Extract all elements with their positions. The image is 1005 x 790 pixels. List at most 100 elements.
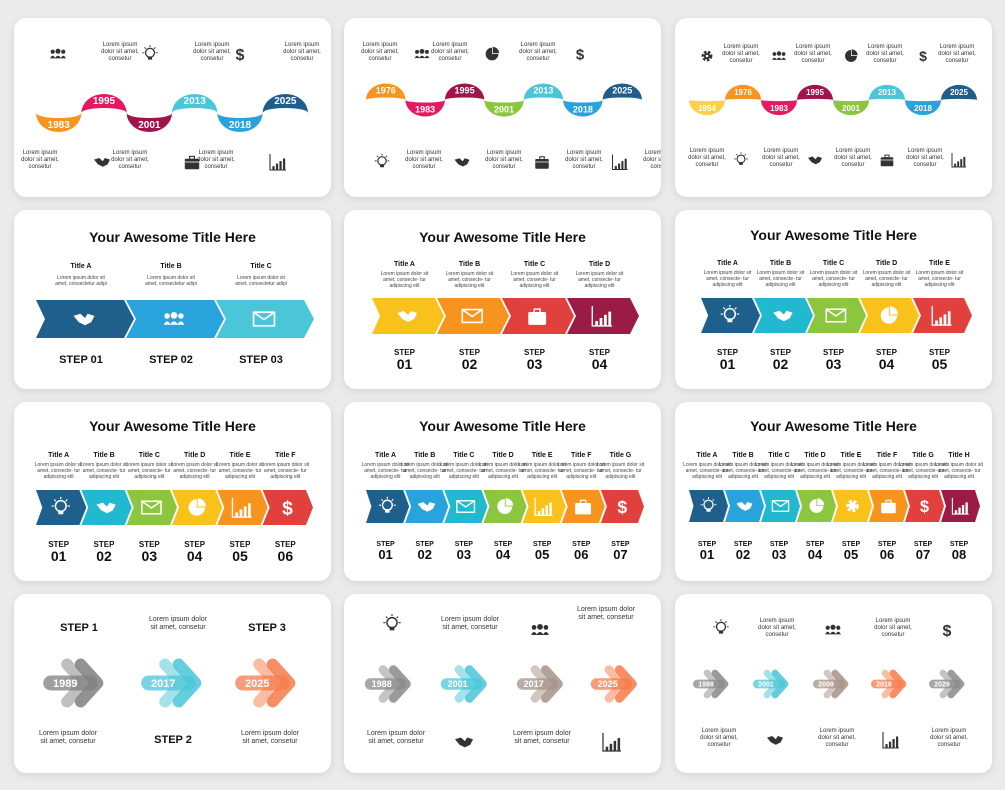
handshake-icon	[767, 736, 783, 745]
chevron-row-7: $	[36, 490, 313, 525]
wave-cutout	[523, 97, 564, 100]
lorem-note: Lorem ipsum dolor sit amet, consetur	[794, 44, 832, 64]
step-number: 04	[591, 356, 608, 372]
step-desc: Lorem ipsum dolor sit amet, consecte- tu…	[791, 462, 839, 480]
lorem-note: Lorem ipsum dolor sit amet, consetur	[405, 150, 443, 170]
wave-cutout	[217, 113, 263, 119]
step-number: 02	[772, 356, 789, 372]
year-label: 2001	[494, 104, 514, 114]
lorem-note: Lorem ipsum dolor sit amet, consetur	[565, 150, 603, 170]
lorem-note: Lorem ipsum dolor sit amet, consetur	[818, 728, 856, 748]
step-word: STEP	[697, 541, 717, 548]
step-title: Title C	[250, 263, 272, 270]
slide-11-four-arrows[interactable]: 1988 2001 2017 2025 Lorem ipsum dolor sit a…	[344, 594, 661, 773]
step-chevron	[567, 298, 639, 334]
step-word: STEP	[376, 541, 395, 548]
briefcase-icon	[528, 308, 547, 325]
step-desc: Lorem ipsum dolor sit amet, consecte- tu…	[216, 462, 264, 480]
slide-6-five-steps[interactable]: Your Awesome Title Here Title A Lorem ips…	[675, 210, 992, 389]
bulb-icon	[51, 496, 71, 515]
slide-2-wave-timeline[interactable]: 1976 1983 1995 2001 2013 2018 2025 $ Lorem ipsu…	[344, 18, 661, 197]
handshake-icon	[773, 310, 793, 322]
step-title: Title F	[876, 452, 898, 459]
double-arrow: 2025	[235, 658, 296, 708]
step-word: STEP	[138, 540, 160, 549]
handshake-icon	[455, 737, 473, 748]
step-number: 04	[495, 547, 511, 562]
year-label: 2017	[524, 679, 544, 689]
lorem-note: Lorem ipsum dolor sit amet, consetur	[193, 42, 231, 62]
slide-10-three-arrows[interactable]: 1989 2017 2025 STEP 1 STEP 3 STEP 2 Lorem ips…	[14, 594, 331, 773]
slide-title: Your Awesome Title Here	[750, 418, 917, 434]
slide-9-eight-steps[interactable]: Your Awesome Title Here $ Title A Lorem i…	[675, 402, 992, 581]
wave-timeline-3: 1954 1976 1983 1995 2001 2013 2018 2025 $	[689, 48, 977, 168]
svg-text:$: $	[920, 498, 929, 516]
wave-segment	[797, 84, 833, 100]
wave-cutout	[81, 107, 127, 113]
lorem-note: Lorem ipsum dolor sit amet, consetur	[367, 730, 425, 745]
step-desc: Lorem ipsum dolor sit amet, consecte- tu…	[915, 270, 964, 288]
slide-12-five-arrows[interactable]: 1988 2001 2009 2018 2029 $ Lorem ipsum dolor …	[675, 594, 992, 773]
step-number: 01	[378, 547, 393, 562]
slide-1-wave-timeline[interactable]: 1983 1995 2001 2013 2018 2025 $ Lorem ipsum do…	[14, 18, 331, 197]
year-label: 2018	[573, 104, 593, 114]
dollar-icon: $	[943, 623, 952, 640]
chart-icon	[602, 733, 621, 752]
slide-7-six-steps[interactable]: Your Awesome Title Here $ Title A Lorem i…	[14, 402, 331, 581]
briefcase-icon	[881, 499, 896, 514]
step-word: STEP	[823, 348, 844, 357]
slide-3-wave-timeline[interactable]: 1954 1976 1983 1995 2001 2013 2018 2025 $ Lorem …	[675, 18, 992, 197]
step-title: Title G	[912, 452, 934, 459]
slide-4-three-steps[interactable]: Your Awesome Title Here Title A Lorem ips…	[14, 210, 331, 389]
step-number: 01	[50, 548, 67, 564]
wave-segment	[484, 100, 524, 117]
chart-icon	[591, 306, 613, 327]
wave-segment	[833, 100, 869, 116]
step-number: 01	[719, 356, 736, 372]
step-number: 07	[613, 547, 628, 562]
step-title: Title F	[275, 452, 296, 459]
double-arrow: 2017	[141, 658, 202, 708]
year-label: 2009	[818, 682, 834, 689]
step-word: STEP	[929, 348, 950, 357]
wave-timeline-2: 1976 1983 1995 2001 2013 2018 2025 $	[366, 46, 642, 171]
step-desc: Lorem ipsum dolor sit amet, consecte- tu…	[683, 462, 731, 480]
year-label: 2029	[934, 682, 950, 689]
pie-icon	[188, 498, 206, 516]
year-label: 2018	[229, 120, 252, 131]
slide-8-seven-steps[interactable]: Your Awesome Title Here $ Title A Lorem i…	[344, 402, 661, 581]
step-title: Title C	[453, 452, 475, 459]
step-desc: Lorem ipsum dolor sit amet, consecte- tu…	[34, 462, 83, 480]
dollar-icon: $	[617, 497, 627, 517]
wave-segment	[366, 83, 406, 100]
bulb-icon	[383, 614, 401, 631]
lorem-note: Lorem ipsum dolor sit amet, consetur	[906, 148, 944, 168]
lorem-note: Lorem ipsum dolor sit amet, consetur	[283, 42, 321, 62]
double-arrow: 1988	[693, 669, 729, 699]
pie-icon	[845, 49, 858, 62]
step-title: Title B	[458, 261, 481, 268]
lorem-note: Lorem ipsum dolor sit amet, consetur	[688, 148, 726, 168]
step-number: 03	[825, 356, 842, 372]
chart-icon	[882, 732, 899, 749]
arrow-row-10: 1989 2017 2025	[43, 658, 296, 708]
step-desc: Lorem ipsum dolor sit amet, consectetur …	[235, 275, 287, 287]
step-title: Title A	[393, 261, 415, 268]
chevron-row-8: $	[366, 490, 644, 523]
chart-icon	[534, 497, 553, 516]
step-desc: Lorem ipsum dolor sit amet, consecte- tu…	[261, 462, 310, 480]
step-title: Title D	[875, 260, 898, 267]
step-word: STEP	[454, 541, 473, 548]
wave-cutout	[563, 100, 603, 103]
wave-cutout	[126, 113, 172, 119]
step-desc: Lorem ipsum dolor sit amet, consecte- tu…	[518, 462, 567, 480]
dollar-icon: $	[236, 47, 245, 64]
handshake-icon	[808, 156, 822, 165]
lorem-note: Lorem ipsum dolor sit amet, consetur	[722, 44, 760, 64]
slide-5-four-steps[interactable]: Your Awesome Title Here Title A Lorem ips…	[344, 210, 661, 389]
step-chevron	[366, 490, 410, 523]
wave-cutout	[833, 100, 869, 102]
people-icon	[414, 48, 430, 59]
step-desc: Lorem ipsum dolor sit amet, consecte- tu…	[445, 271, 494, 289]
wave-segment	[172, 93, 218, 113]
